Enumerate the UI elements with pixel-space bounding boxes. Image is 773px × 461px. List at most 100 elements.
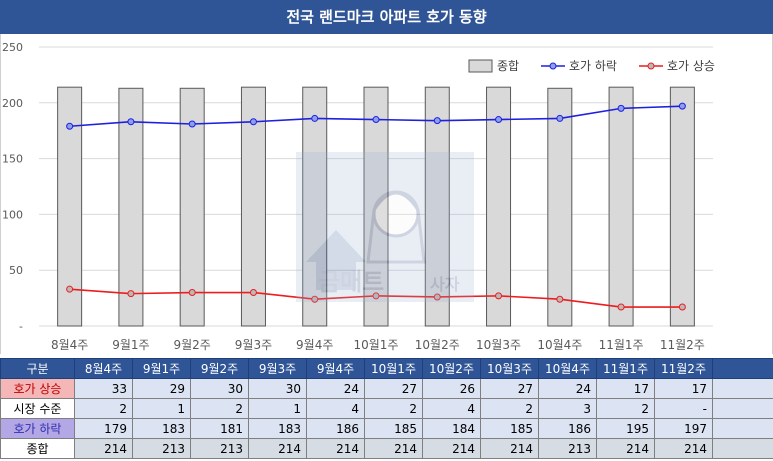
point-호가 상승: [678, 303, 686, 311]
point-호가 상승: [433, 293, 441, 301]
table-blank-cell: [712, 378, 773, 399]
table-header-cell: 9월1주: [132, 358, 191, 379]
bar-종합: [486, 86, 512, 327]
x-tick-label: 10월3주: [476, 338, 521, 352]
point-호가 상승: [617, 303, 625, 311]
table-cell: 17: [596, 378, 655, 399]
table-header-row: 구분 8월4주 9월1주 9월2주 9월3주 9월4주 10월1주 10월2주 10월3주 10월…: [0, 358, 773, 379]
table-cell: 185: [364, 418, 423, 439]
bar-종합: [179, 87, 205, 327]
table-cell: 183: [248, 418, 307, 439]
watermark-text: 금매트: [318, 268, 384, 296]
table-cell: 213: [538, 438, 597, 459]
table-row-label: 종합: [0, 438, 75, 459]
point-호가 하락: [188, 120, 196, 128]
data-table: 구분 8월4주 9월1주 9월2주 9월3주 9월4주 10월1주 10월2주 10월3주 10월…: [0, 358, 773, 459]
point-호가 하락: [433, 117, 441, 125]
table-blank-cell: [712, 398, 773, 419]
table-row: 호가 상승 33 29 30 30 24 27 26 27 24 17 17: [0, 378, 773, 399]
table-cell: 2: [74, 398, 133, 419]
table-header-cell: 11월1주: [596, 358, 655, 379]
point-호가 상승: [188, 289, 196, 297]
table-header-cell: 10월2주: [422, 358, 481, 379]
table-cell: 30: [248, 378, 307, 399]
table-cell: 197: [654, 418, 713, 439]
legend-swatch-종합: [468, 59, 493, 73]
table-blank-cell: [712, 438, 773, 459]
table-row: 호가 하락 179 183 181 183 186 185 184 185 186 195 197: [0, 418, 773, 439]
table-cell: 195: [596, 418, 655, 439]
table-cell: 214: [364, 438, 423, 459]
table-cell: 33: [74, 378, 133, 399]
point-호가 하락: [617, 104, 625, 112]
table-cell: 2: [364, 398, 423, 419]
x-tick-label: 8월4주: [51, 338, 88, 352]
table-cell: 179: [74, 418, 133, 439]
table-blank-cell: [712, 358, 773, 379]
bar-종합: [424, 86, 450, 327]
legend-marker-호가 상승: [647, 62, 655, 70]
table-cell: 1: [248, 398, 307, 419]
table-cell: 214: [306, 438, 365, 459]
table-cell: 186: [306, 418, 365, 439]
table-cell: 24: [306, 378, 365, 399]
x-tick-label: 9월2주: [174, 338, 211, 352]
table-cell: 1: [132, 398, 191, 419]
watermark-text-2: 사자: [430, 275, 460, 294]
table-cell: 30: [190, 378, 249, 399]
bar-종합: [547, 87, 573, 327]
point-호가 상승: [249, 289, 257, 297]
watermark-logo: 금매트 사자: [296, 152, 474, 302]
table-row: 시장 수준 2 1 2 1 4 2 4 2 3 2-: [0, 398, 773, 419]
table-row-label: 호가 하락: [0, 418, 75, 439]
table-cell: 214: [74, 438, 133, 459]
table-cell: 2: [596, 398, 655, 419]
legend-label: 종합: [497, 59, 519, 73]
y-tick-label: 100: [2, 208, 23, 221]
table-header-cell: 9월4주: [306, 358, 365, 379]
table-blank-cell: [712, 418, 773, 439]
table-cell: 4: [306, 398, 365, 419]
point-호가 하락: [372, 116, 380, 124]
point-호가 상승: [372, 292, 380, 300]
table-header-cell: 9월3주: [248, 358, 307, 379]
table-cell: 214: [654, 438, 713, 459]
point-호가 상승: [66, 285, 74, 293]
bar-종합: [669, 86, 695, 327]
table-cell: 27: [480, 378, 539, 399]
x-tick-label: 9월3주: [235, 338, 272, 352]
point-호가 상승: [127, 290, 135, 298]
table-header-cell: 8월4주: [74, 358, 133, 379]
point-호가 상승: [556, 295, 564, 303]
point-호가 하락: [556, 114, 564, 122]
table-row-label: 호가 상승: [0, 378, 75, 399]
table-row-label: 시장 수준: [0, 398, 75, 419]
y-tick-label: 150: [2, 153, 23, 166]
table-cell: 214: [248, 438, 307, 459]
x-tick-label: 10월2주: [415, 338, 460, 352]
x-tick-label: 9월1주: [112, 338, 149, 352]
table-cell: 27: [364, 378, 423, 399]
legend-label: 호가 하락: [569, 59, 617, 73]
table-cell: 213: [190, 438, 249, 459]
x-tick-label: 9월4주: [296, 338, 333, 352]
x-tick-label: 10월1주: [354, 338, 399, 352]
chart: 250 200 150 100 50 - 8월4주 9월1주 9월2주 9월3주 9월4주 10월1주…: [2, 41, 715, 352]
table-header-cell: 10월1주: [364, 358, 423, 379]
point-호가 상승: [495, 292, 503, 300]
point-호가 하락: [311, 114, 319, 122]
table-cell: 24: [538, 378, 597, 399]
y-tick-label: 50: [9, 264, 23, 277]
table-cell: 214: [480, 438, 539, 459]
x-tick-label: 11월2주: [660, 338, 705, 352]
bar-종합: [608, 86, 634, 327]
x-tick-label: 11월1주: [599, 338, 644, 352]
point-호가 하락: [66, 122, 74, 130]
table-cell: 185: [480, 418, 539, 439]
table-cell: 214: [422, 438, 481, 459]
table-header-cell: 10월3주: [480, 358, 539, 379]
point-호가 상승: [311, 295, 319, 303]
table-cell: 4: [422, 398, 481, 419]
bar-종합: [118, 87, 144, 327]
table-cell: 2: [190, 398, 249, 419]
